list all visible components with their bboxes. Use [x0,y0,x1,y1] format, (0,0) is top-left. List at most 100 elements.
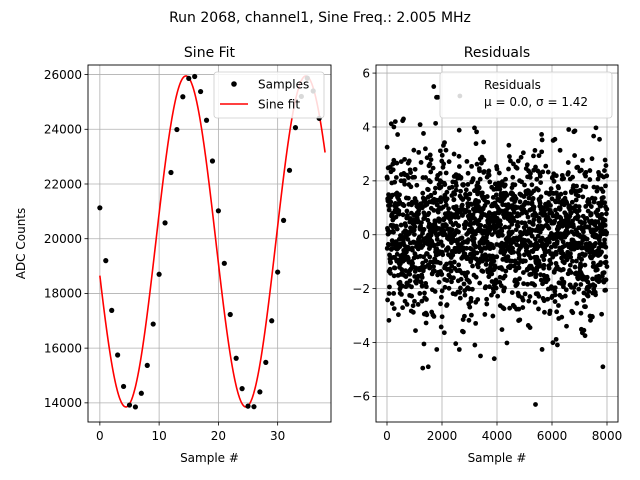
sample-point [209,158,216,164]
sine-fit-ylabel: ADC Counts [14,208,28,280]
residual-point [451,151,457,157]
residual-point [601,270,607,276]
residual-point [404,208,410,214]
residual-outlier-point [434,94,439,100]
residual-point [552,292,558,298]
residual-point [433,185,438,191]
residual-point [604,230,610,236]
residual-point [416,208,422,213]
residual-point [520,297,526,303]
residual-point [461,281,467,287]
sine-fit-ytick-label: 22000 [44,177,82,191]
residual-point [556,195,562,201]
residual-point [585,293,591,299]
residual-point [491,258,497,264]
residual-point [511,218,517,224]
residual-point [407,271,413,277]
residual-point [431,314,437,319]
residual-point [556,185,561,191]
residual-point [576,286,582,292]
residual-point [536,153,542,159]
residual-point [456,223,462,229]
sample-point [150,321,156,327]
residual-point [451,197,457,202]
residual-point [469,163,474,169]
residual-point [524,210,529,216]
residual-point [437,148,443,154]
residual-point [448,268,454,274]
residual-point [511,209,517,215]
residual-point [561,284,566,290]
residual-outlier-point [425,364,431,370]
residual-point [395,132,401,137]
sine-fit-ytick-label: 14000 [44,396,82,410]
residual-point [503,268,509,274]
residual-point [591,260,596,266]
residual-point [494,254,500,260]
residual-point [516,265,522,271]
residual-point [438,239,444,245]
residual-point [437,260,443,266]
residual-point [402,156,407,162]
residual-point [438,199,444,205]
residual-point [518,154,524,160]
sample-point [245,403,251,409]
residual-point [443,202,449,208]
residual-point [428,193,434,199]
sine-fit-ticks: 0 10 20 30 14000 16000 18000 20000 22000 24000 260… [44,68,285,443]
residual-point [564,323,569,329]
residual-point [576,204,582,209]
residual-point [489,279,495,284]
sine-fit-legend: Samples Sine fit [213,71,325,119]
residual-point [583,169,589,175]
residual-point [439,288,445,294]
residual-point [439,271,445,277]
residual-point [506,225,512,230]
residual-point [539,137,545,143]
residual-point [493,192,499,198]
residual-point [569,199,575,205]
residual-point [410,303,416,309]
residual-point [583,184,589,190]
residual-point [466,237,471,243]
residual-point [550,340,556,346]
residual-point [583,173,588,179]
residual-point [495,293,501,299]
residual-point [523,258,528,264]
residual-point [412,166,418,172]
residual-point [603,259,609,265]
residual-point [527,325,533,330]
residual-point [526,298,532,304]
residuals-title: Residuals [464,45,530,61]
residuals-ytick-label: 4 [362,120,370,134]
sine-fit-ytick-label: 16000 [44,341,82,355]
residual-point [384,144,390,150]
residual-point [386,207,392,213]
legend-sine-fit-label: Sine fit [258,98,300,112]
residual-point [598,260,604,265]
residual-point [406,195,411,201]
residual-point [407,278,413,284]
residual-point [561,279,567,285]
residual-point [592,196,598,202]
residual-point [391,273,397,279]
residual-point [522,291,528,297]
residual-point [554,309,560,315]
residual-point [502,224,508,230]
residual-point [444,189,450,195]
residual-point [560,239,566,245]
residual-outlier-point [420,365,426,371]
residual-point [564,257,570,263]
residual-point [465,170,471,176]
residual-point [552,136,558,142]
residual-point [454,183,459,189]
residual-point [501,306,507,312]
sample-point [275,269,281,275]
residual-point [588,204,594,209]
residual-point [573,258,579,264]
residual-outlier-point [491,356,497,362]
residual-point [499,327,505,332]
residual-point [441,161,447,167]
sample-point [227,311,233,318]
residual-point [468,312,474,318]
